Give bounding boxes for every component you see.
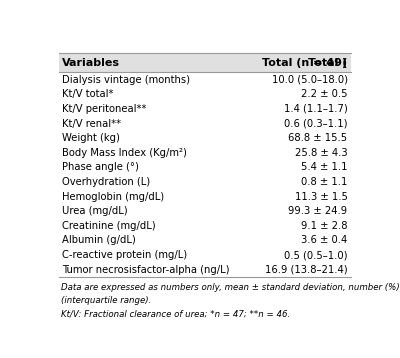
Text: 99.3 ± 24.9: 99.3 ± 24.9 — [288, 206, 348, 216]
Text: 0.8 ± 1.1: 0.8 ± 1.1 — [301, 177, 348, 187]
Text: Body Mass Index (Kg/m²): Body Mass Index (Kg/m²) — [62, 148, 187, 158]
Text: Total (n = 49): Total (n = 49) — [262, 58, 348, 68]
Text: Total (: Total ( — [308, 58, 348, 68]
Text: 0.5 (0.5–1.0): 0.5 (0.5–1.0) — [284, 250, 348, 260]
Text: Overhydration (L): Overhydration (L) — [62, 177, 150, 187]
Text: 10.0 (5.0–18.0): 10.0 (5.0–18.0) — [272, 75, 348, 85]
Text: Data are expressed as numbers only, mean ± standard deviation, number (%), or me: Data are expressed as numbers only, mean… — [61, 283, 400, 292]
Text: Kt/V: Fractional clearance of urea; *n = 47; **n = 46.: Kt/V: Fractional clearance of urea; *n =… — [61, 309, 290, 318]
Text: 1.4 (1.1–1.7): 1.4 (1.1–1.7) — [284, 104, 348, 114]
Text: 9.1 ± 2.8: 9.1 ± 2.8 — [301, 221, 348, 231]
Text: Phase angle (°): Phase angle (°) — [62, 163, 139, 173]
Text: Kt/V renal**: Kt/V renal** — [62, 118, 122, 129]
Text: Albumin (g/dL): Albumin (g/dL) — [62, 236, 136, 246]
Text: Urea (mg/dL): Urea (mg/dL) — [62, 206, 128, 216]
Text: 16.9 (13.8–21.4): 16.9 (13.8–21.4) — [265, 265, 348, 275]
Text: 25.8 ± 4.3: 25.8 ± 4.3 — [295, 148, 348, 158]
Text: 3.6 ± 0.4: 3.6 ± 0.4 — [301, 236, 348, 246]
Text: Hemoglobin (mg/dL): Hemoglobin (mg/dL) — [62, 192, 164, 202]
Text: 2.2 ± 0.5: 2.2 ± 0.5 — [301, 90, 348, 100]
Text: (interquartile range).: (interquartile range). — [61, 296, 151, 305]
Text: Dialysis vintage (months): Dialysis vintage (months) — [62, 75, 190, 85]
Text: Kt/V peritoneal**: Kt/V peritoneal** — [62, 104, 147, 114]
Text: 5.4 ± 1.1: 5.4 ± 1.1 — [301, 163, 348, 173]
Text: 0.6 (0.3–1.1): 0.6 (0.3–1.1) — [284, 118, 348, 129]
Text: C-reactive protein (mg/L): C-reactive protein (mg/L) — [62, 250, 188, 260]
FancyBboxPatch shape — [59, 53, 351, 72]
Text: Creatinine (mg/dL): Creatinine (mg/dL) — [62, 221, 156, 231]
Text: Variables: Variables — [62, 58, 120, 68]
Text: Tumor necrosisfactor-alpha (ng/L): Tumor necrosisfactor-alpha (ng/L) — [62, 265, 230, 275]
Text: 68.8 ± 15.5: 68.8 ± 15.5 — [288, 133, 348, 143]
Text: Weight (kg): Weight (kg) — [62, 133, 120, 143]
Text: 11.3 ± 1.5: 11.3 ± 1.5 — [295, 192, 348, 202]
Text: Kt/V total*: Kt/V total* — [62, 90, 114, 100]
